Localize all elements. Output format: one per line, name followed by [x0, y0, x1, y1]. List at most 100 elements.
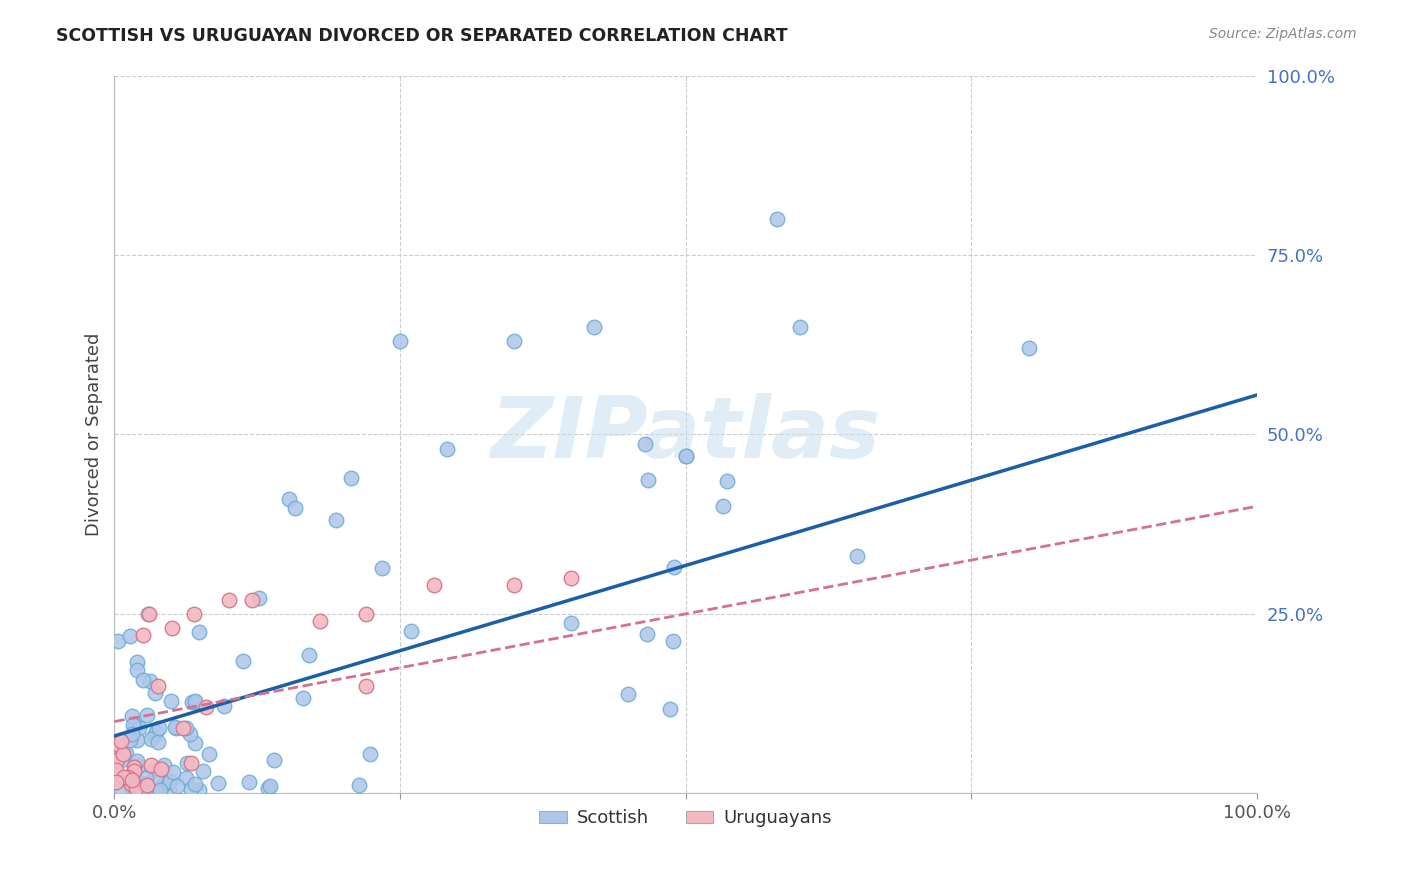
Point	[187, 782, 209, 797]
Point	[162, 765, 184, 780]
Point	[218, 592, 240, 607]
Point	[633, 437, 655, 451]
Point	[180, 756, 202, 770]
Point	[212, 698, 235, 713]
Point	[122, 718, 145, 732]
Point	[121, 772, 143, 787]
Point	[617, 687, 640, 701]
Point	[194, 700, 217, 714]
Point	[124, 760, 146, 774]
Point	[135, 778, 157, 792]
Point	[152, 778, 174, 792]
Point	[132, 673, 155, 687]
Point	[121, 782, 143, 797]
Point	[664, 559, 686, 574]
Point	[766, 212, 789, 227]
Point	[112, 770, 135, 784]
Point	[354, 607, 377, 621]
Point	[124, 717, 146, 731]
Point	[134, 782, 156, 797]
Point	[658, 701, 681, 715]
Point	[180, 781, 202, 796]
Point	[263, 753, 285, 767]
Point	[179, 727, 201, 741]
Point	[146, 735, 169, 749]
Point	[176, 756, 198, 770]
Point	[112, 747, 135, 761]
Point	[112, 746, 135, 760]
Point	[105, 747, 128, 762]
Point	[153, 757, 176, 772]
Point	[127, 733, 149, 747]
Point	[121, 709, 143, 723]
Point	[846, 549, 869, 564]
Point	[138, 607, 160, 621]
Point	[240, 592, 263, 607]
Point	[1018, 341, 1040, 355]
Point	[637, 473, 659, 487]
Point	[149, 762, 172, 776]
Point	[183, 777, 205, 791]
Point	[117, 770, 139, 784]
Point	[127, 759, 149, 773]
Point	[401, 624, 423, 639]
Point	[292, 690, 315, 705]
Point	[125, 655, 148, 669]
Point	[238, 774, 260, 789]
Point	[165, 721, 187, 735]
Point	[180, 694, 202, 708]
Point	[207, 775, 229, 789]
Point	[118, 629, 141, 643]
Point	[145, 770, 167, 784]
Point	[132, 628, 155, 642]
Point	[163, 720, 186, 734]
Point	[110, 734, 132, 748]
Point	[107, 769, 129, 783]
Point	[120, 776, 142, 790]
Point	[145, 784, 167, 798]
Point	[256, 780, 278, 795]
Point	[298, 648, 321, 663]
Point	[146, 679, 169, 693]
Point	[139, 674, 162, 689]
Point	[560, 571, 582, 585]
Point	[197, 747, 219, 762]
Point	[184, 736, 207, 750]
Point	[389, 334, 412, 348]
Point	[110, 753, 132, 767]
Point	[136, 708, 159, 723]
Point	[423, 578, 446, 592]
Point	[105, 737, 128, 751]
Point	[149, 783, 172, 797]
Point	[104, 774, 127, 789]
Point	[166, 779, 188, 793]
Point	[176, 721, 198, 735]
Point	[232, 654, 254, 668]
Point	[184, 694, 207, 708]
Point	[125, 781, 148, 796]
Point	[131, 783, 153, 797]
Point	[136, 607, 159, 621]
Point	[134, 776, 156, 790]
Point	[277, 491, 299, 506]
Point	[128, 722, 150, 736]
Point	[172, 721, 194, 735]
Point	[675, 449, 697, 463]
Point	[105, 753, 128, 767]
Point	[716, 475, 738, 489]
Point	[184, 695, 207, 709]
Point	[359, 747, 381, 761]
Point	[183, 607, 205, 621]
Point	[636, 627, 658, 641]
Point	[105, 754, 128, 768]
Text: ZIPatlas: ZIPatlas	[491, 393, 880, 476]
Point	[121, 727, 143, 741]
Point	[125, 779, 148, 793]
Point	[661, 634, 683, 648]
Point	[141, 732, 163, 747]
Point	[135, 771, 157, 785]
Point	[259, 780, 281, 794]
Point	[125, 754, 148, 768]
Point	[340, 471, 363, 485]
Point	[354, 679, 377, 693]
